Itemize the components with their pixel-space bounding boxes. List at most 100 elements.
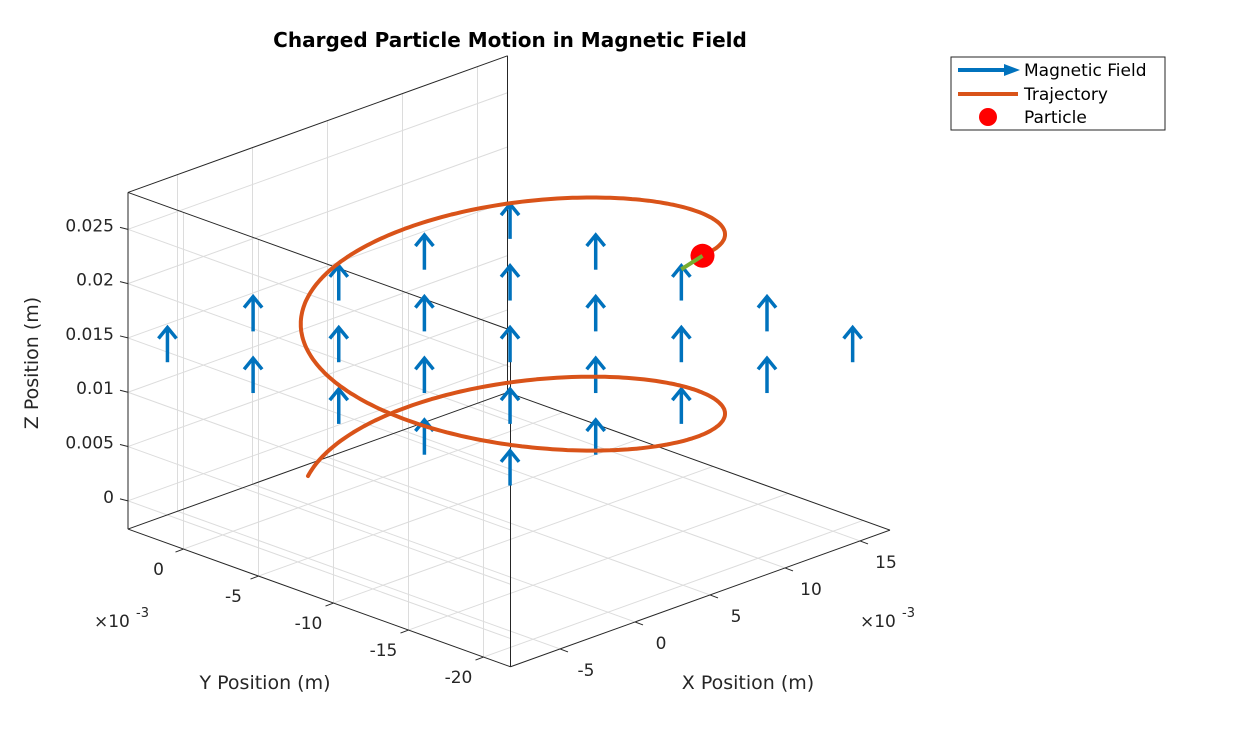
z-tick-labels: 0 0.005 0.01 0.015 0.02 0.025 — [65, 216, 114, 508]
y-tick-mark — [250, 575, 259, 580]
grid-line-y-floor — [483, 519, 864, 658]
field-arrowhead-icon — [328, 386, 350, 402]
x-tick-label: 10 — [800, 580, 822, 600]
y-tick-label: 0 — [153, 560, 164, 580]
y-tick-mark — [325, 602, 334, 607]
grid-line-x-floor — [177, 510, 561, 650]
field-arrowhead-icon — [242, 355, 264, 371]
grid-line-x-floor — [402, 429, 786, 569]
x-tick-label: -5 — [578, 661, 595, 681]
magnetic-field-arrows — [157, 201, 864, 486]
field-arrowhead-icon — [756, 293, 778, 309]
z-tick-label: 0 — [103, 488, 114, 508]
trajectory-series — [298, 195, 727, 478]
z-tick-label: 0.025 — [65, 216, 114, 236]
grid-line-z-right — [127, 92, 508, 230]
grid-line-z-right — [127, 309, 508, 448]
y-tick-label: -10 — [295, 614, 323, 634]
y-exponent-base: ×10 — [94, 612, 130, 632]
field-arrow — [670, 386, 692, 424]
z-tick-label: 0.005 — [65, 434, 114, 454]
x-tick-mark — [559, 648, 569, 653]
y-tick-label: -15 — [370, 641, 398, 661]
y-tick-label: -5 — [225, 587, 242, 607]
axes-box — [127, 55, 891, 668]
field-arrowhead-icon — [756, 355, 778, 371]
z-tick-label: 0.01 — [76, 379, 114, 399]
axes-box-edge — [507, 391, 891, 531]
field-arrowhead-icon — [842, 324, 864, 340]
field-arrow — [499, 386, 521, 424]
grid-line-z-left — [127, 500, 511, 640]
y-tick-mark — [400, 629, 409, 634]
field-arrowhead-icon — [670, 324, 692, 340]
field-arrowhead-icon — [328, 324, 350, 340]
field-arrow — [842, 324, 864, 363]
field-arrow — [585, 232, 607, 270]
grid-line-z-left — [127, 228, 511, 368]
field-arrowhead-icon — [499, 263, 521, 278]
x-exponent-base: ×10 — [860, 612, 896, 632]
legend-arrowhead-icon — [1004, 64, 1020, 76]
grid-line-z-left — [127, 283, 511, 422]
field-arrowhead-icon — [242, 293, 264, 309]
z-tick-mark — [119, 281, 129, 285]
field-arrowhead-icon — [499, 448, 521, 463]
field-arrow — [328, 263, 350, 301]
field-arrow — [756, 293, 778, 332]
z-tick-label: 0.015 — [65, 325, 114, 345]
field-arrow — [242, 355, 264, 394]
field-arrow — [414, 232, 435, 270]
field-arrowhead-icon — [157, 324, 178, 340]
grid-line-z-left — [127, 446, 511, 585]
grid-line-z-right — [127, 146, 508, 285]
grid-line-z-right — [127, 363, 508, 502]
field-arrow — [670, 263, 692, 301]
z-axis-label: Z Position (m) — [21, 297, 43, 429]
y-axis-label: Y Position (m) — [199, 672, 331, 694]
y-tick-labels: 0 -5 -10 -15 -20 — [153, 560, 472, 688]
z-tick-label: 0.02 — [76, 271, 114, 291]
field-arrowhead-icon — [585, 232, 607, 248]
field-arrow — [670, 324, 692, 363]
axes-box-edge — [127, 191, 511, 331]
grid-line-x-floor — [327, 456, 711, 596]
field-arrowhead-icon — [499, 386, 521, 402]
field-arrowhead-icon — [499, 324, 521, 340]
field-arrow — [756, 355, 778, 394]
legend-label-trajectory: Trajectory — [1023, 85, 1108, 105]
particle-marker — [690, 243, 715, 268]
field-arrow — [499, 263, 521, 301]
field-arrowhead-icon — [585, 355, 607, 371]
axes-box-edge — [127, 528, 511, 668]
velocity-vector — [680, 254, 704, 272]
x-tick-labels: -5 0 5 10 15 — [578, 553, 897, 681]
x-axis-label: X Position (m) — [682, 672, 814, 694]
x-exponent: ×10 -3 — [860, 606, 915, 632]
y-tick-mark — [475, 656, 484, 661]
field-arrow — [414, 293, 435, 332]
grid-line-y-floor — [333, 465, 714, 604]
field-arrowhead-icon — [414, 293, 435, 309]
field-arrow — [242, 293, 264, 332]
x-exponent-power: -3 — [902, 606, 915, 621]
grid-line-z-left — [127, 337, 511, 477]
grid-line-x-floor — [252, 483, 636, 623]
field-arrowhead-icon — [414, 232, 435, 248]
x-tick-label: 0 — [656, 634, 667, 654]
y-tick-mark — [175, 548, 184, 553]
legend-item-magnetic-field: Magnetic Field — [958, 61, 1147, 81]
grid-line-z-right — [127, 200, 508, 339]
x-tick-mark — [634, 621, 644, 626]
legend-label-particle: Particle — [1024, 108, 1087, 128]
x-tick-mark — [859, 540, 869, 545]
chart-title: Charged Particle Motion in Magnetic Fiel… — [273, 28, 747, 52]
y-exponent: ×10 -3 — [94, 606, 149, 632]
field-arrowhead-icon — [585, 417, 607, 433]
legend-item-trajectory: Trajectory — [958, 85, 1108, 105]
field-arrowhead-icon — [670, 386, 692, 402]
y-exponent-power: -3 — [136, 606, 149, 621]
x-tick-mark — [784, 567, 794, 572]
field-arrow — [414, 355, 435, 394]
